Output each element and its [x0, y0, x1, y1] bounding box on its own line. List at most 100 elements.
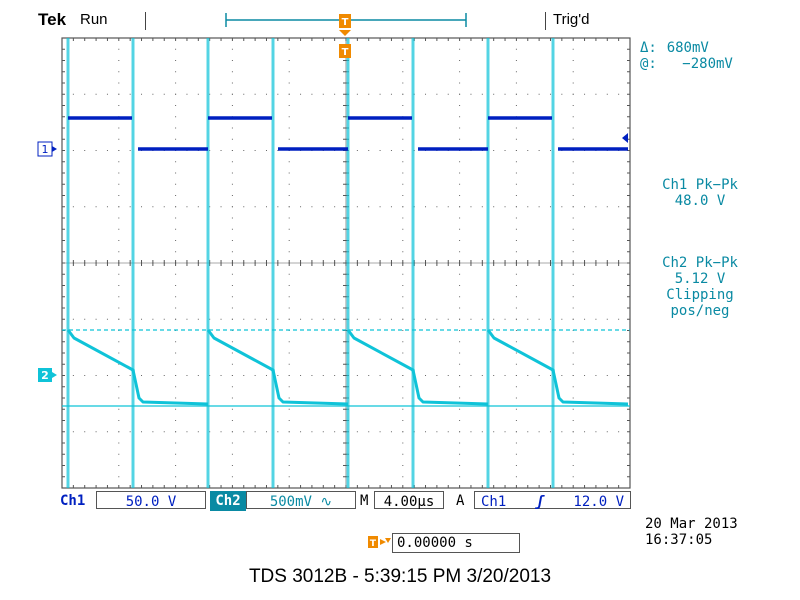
trigger-settings[interactable]: Ch1 ʃ 12.0 V	[474, 491, 631, 510]
grid-dot	[129, 93, 131, 95]
grid-dot	[515, 465, 517, 466]
grid-dot	[493, 150, 495, 151]
ch2-spike-core	[347, 38, 349, 488]
grid-dot	[515, 71, 517, 73]
trigger-mode: A	[456, 493, 465, 509]
grid-dot	[618, 431, 620, 433]
caption: TDS 3012B - 5:39:15 PM 3/20/2013	[248, 566, 552, 587]
grid-dot	[402, 408, 404, 410]
grid-dot	[447, 318, 449, 320]
grid-dot	[459, 251, 461, 253]
grid-dot	[243, 431, 245, 433]
grid-dot	[288, 352, 290, 354]
timebase-label: M	[360, 493, 369, 509]
grid-dot	[288, 285, 290, 286]
ch2-ground-marker[interactable]: 2	[38, 368, 57, 382]
ch2-label[interactable]: Ch2	[210, 491, 246, 511]
grid-dot	[549, 318, 551, 320]
grid-dot	[459, 341, 461, 343]
grid-dot	[152, 318, 154, 320]
grid-dot	[300, 206, 302, 208]
grid-dot	[572, 296, 574, 298]
grid-dot	[515, 105, 517, 106]
trigger-status: Trig'd	[553, 11, 590, 28]
grid-dot	[584, 375, 586, 376]
grid-dot	[175, 375, 177, 376]
grid-dot	[231, 341, 233, 343]
timebase-value[interactable]: 4.00µs	[374, 491, 444, 510]
grid-dot	[538, 150, 540, 151]
measurement-line: pos/neg	[670, 303, 730, 319]
grid-dot	[527, 93, 529, 95]
grid-dot	[288, 386, 290, 388]
grid-dot	[288, 195, 290, 196]
grid-dot	[231, 296, 233, 298]
grid-dot	[277, 318, 279, 320]
grid-dot	[572, 127, 574, 129]
grid-dot	[595, 375, 597, 376]
grid-dot	[311, 375, 313, 376]
grid-dot	[118, 397, 120, 399]
grid-dot	[288, 82, 290, 84]
ch1-ground-marker[interactable]: 1	[37, 141, 57, 157]
grid-dot	[288, 453, 290, 455]
grid-dot	[175, 60, 177, 61]
grid-dot	[265, 375, 267, 376]
ch1-label[interactable]: Ch1	[60, 493, 86, 509]
trigger-level-arrow[interactable]	[622, 133, 628, 143]
ch2-scale[interactable]: 500mV ∿	[246, 491, 356, 510]
grid-dot	[527, 318, 529, 320]
grid-dot	[584, 431, 586, 433]
grid-dot	[186, 375, 188, 376]
grid-dot	[572, 307, 574, 309]
grid-dot	[175, 217, 177, 219]
grid-dot	[118, 150, 120, 151]
grid-dot	[436, 375, 438, 376]
grid-dot	[572, 453, 574, 455]
grid-dot	[572, 206, 574, 208]
grid-dot	[311, 318, 313, 320]
delta-value: 680mV	[666, 40, 709, 56]
grid-dot	[106, 206, 108, 208]
grid-dot	[129, 206, 131, 208]
grid-dot	[515, 476, 517, 478]
grid-dot	[459, 330, 461, 331]
grid-dot	[95, 318, 97, 320]
grid-dot	[72, 93, 74, 95]
measurement-line: 5.12 V	[674, 271, 726, 287]
grid-dot	[265, 431, 267, 433]
grid-dot	[311, 431, 313, 433]
grid-dot	[368, 93, 370, 95]
measurement-line: Clipping	[666, 287, 734, 303]
grid-dot	[459, 296, 461, 298]
grid-dot	[220, 93, 222, 95]
grid-dot	[288, 251, 290, 253]
grid-dot	[118, 71, 120, 73]
grid-dot	[413, 150, 415, 151]
grid-dot	[390, 150, 392, 151]
grid-dot	[493, 318, 495, 320]
ch1-scale[interactable]: 50.0 V	[96, 491, 206, 510]
grid-dot	[515, 273, 517, 275]
grid-dot	[572, 60, 574, 61]
ac-coupling-icon: ∿	[320, 494, 333, 510]
grid-dot	[118, 431, 120, 433]
grid-dot	[425, 375, 427, 376]
grid-dot	[231, 251, 233, 253]
grid-dot	[72, 150, 74, 151]
trigger-position-marker[interactable]: T T	[339, 14, 351, 58]
grid-dot	[277, 431, 279, 433]
trigger-position-value[interactable]: 0.00000 s	[392, 533, 520, 553]
grid-dot	[322, 206, 324, 208]
grid-dot	[106, 150, 108, 151]
grid-dot	[118, 251, 120, 253]
grid-dot	[493, 431, 495, 433]
grid-dot	[231, 363, 233, 365]
grid-dot	[141, 375, 143, 376]
grid-dot	[118, 341, 120, 343]
grid-dot	[515, 386, 517, 388]
grid-dot	[504, 93, 506, 95]
grid-dot	[288, 93, 290, 95]
grid-dot	[515, 420, 517, 421]
grid-dot	[84, 206, 86, 208]
